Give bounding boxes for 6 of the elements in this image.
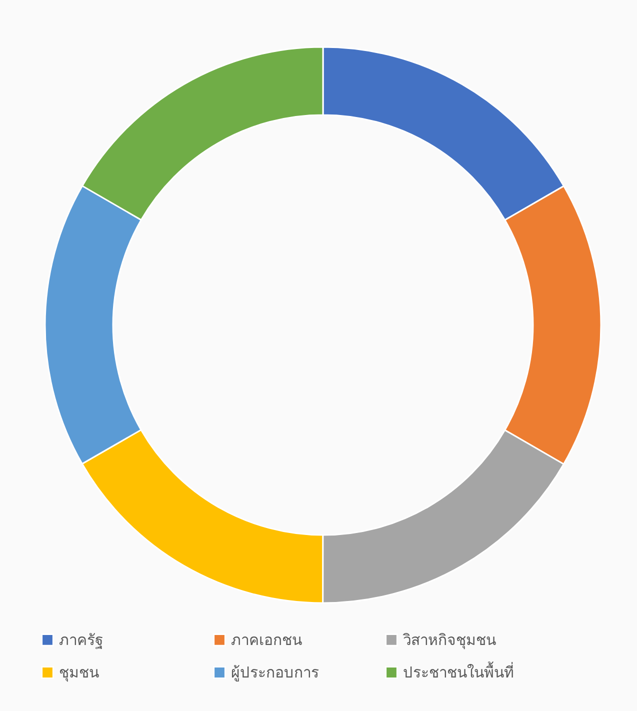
legend-label: ประชาชนในพื้นที่ — [403, 662, 514, 682]
legend-label: ภาคเอกชน — [231, 630, 302, 649]
legend-label: วิสาหกิจชุมชน — [402, 630, 496, 650]
legend-label: ผู้ประกอบการ — [231, 664, 319, 682]
legend-label: ชุมชน — [59, 664, 99, 682]
legend-label: ภาครัฐ — [59, 630, 103, 649]
